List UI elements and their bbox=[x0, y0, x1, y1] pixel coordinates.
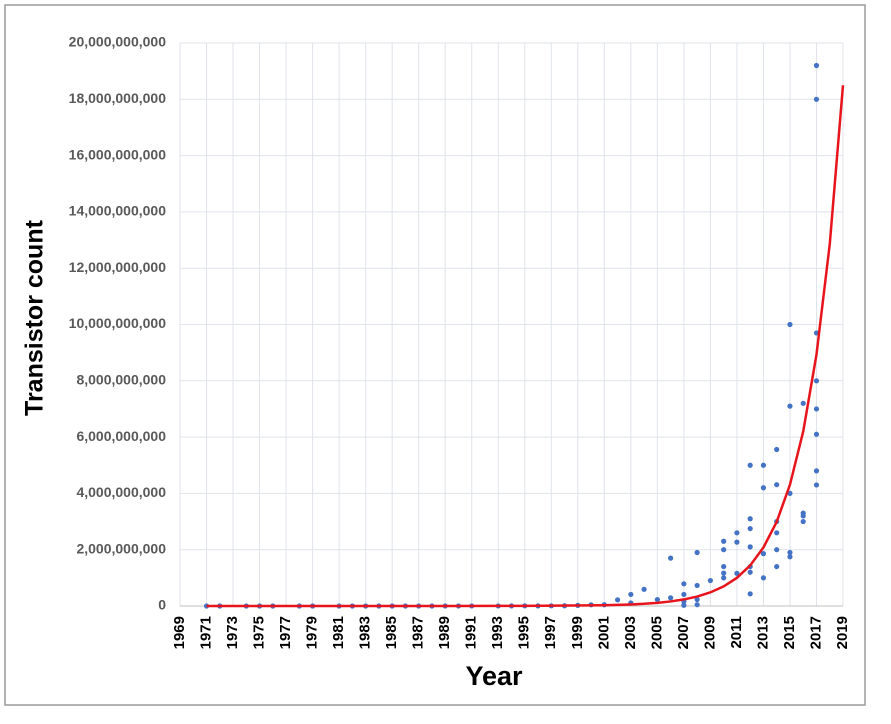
data-point bbox=[203, 603, 210, 609]
data-point bbox=[734, 530, 740, 536]
data-point bbox=[668, 595, 674, 601]
data-point bbox=[668, 555, 674, 561]
data-point bbox=[760, 485, 767, 491]
data-point bbox=[813, 431, 820, 437]
x-tick-label: 1975 bbox=[251, 616, 268, 649]
data-point bbox=[800, 518, 806, 525]
x-tick-label: 1999 bbox=[569, 616, 586, 649]
data-point bbox=[760, 551, 767, 557]
data-point bbox=[721, 563, 727, 570]
y-tick-label: 14,000,000,000 bbox=[69, 203, 167, 219]
y-tick-label: 12,000,000,000 bbox=[69, 259, 167, 275]
x-tick-label: 1983 bbox=[357, 616, 374, 649]
data-point bbox=[694, 582, 700, 589]
x-tick-label: 2017 bbox=[807, 616, 824, 649]
data-point bbox=[721, 547, 727, 553]
data-point bbox=[760, 575, 767, 581]
data-point bbox=[747, 591, 753, 597]
x-tick-label: 1981 bbox=[330, 616, 347, 649]
x-tick-label: 2007 bbox=[675, 616, 692, 649]
data-point bbox=[734, 570, 740, 576]
data-point bbox=[614, 597, 621, 603]
data-point bbox=[774, 530, 780, 536]
data-point bbox=[747, 569, 753, 575]
data-point bbox=[681, 591, 687, 598]
data-point bbox=[774, 547, 780, 553]
y-tick-label: 2,000,000,000 bbox=[76, 540, 166, 556]
x-tick-label: 1969 bbox=[171, 616, 188, 649]
x-tick-label: 1997 bbox=[542, 616, 559, 649]
data-point bbox=[747, 462, 753, 468]
y-tick-label: 10,000,000,000 bbox=[69, 315, 167, 331]
x-tick-label: 1989 bbox=[436, 616, 453, 649]
data-point bbox=[694, 549, 700, 556]
data-point bbox=[787, 490, 793, 496]
data-point bbox=[721, 538, 727, 544]
x-tick-label: 2009 bbox=[701, 616, 718, 649]
x-tick-label: 2003 bbox=[622, 616, 639, 649]
x-tick-label: 1985 bbox=[383, 616, 400, 649]
x-tick-label: 1995 bbox=[516, 616, 533, 649]
data-point bbox=[734, 539, 740, 545]
data-point bbox=[747, 525, 753, 532]
data-point bbox=[654, 596, 660, 603]
x-tick-label: 2015 bbox=[781, 616, 798, 649]
data-point bbox=[694, 602, 700, 608]
x-tick-label: 2001 bbox=[595, 616, 612, 649]
data-point bbox=[800, 400, 806, 406]
x-tick-label: 2013 bbox=[754, 616, 771, 649]
x-tick-label: 1991 bbox=[463, 616, 480, 649]
y-tick-label: 20,000,000,000 bbox=[69, 34, 167, 50]
data-point bbox=[813, 468, 820, 474]
data-point bbox=[681, 581, 687, 587]
data-point bbox=[813, 378, 820, 384]
y-tick-label: 8,000,000,000 bbox=[76, 372, 166, 388]
y-tick-label: 18,000,000,000 bbox=[69, 90, 167, 106]
frame bbox=[4, 4, 866, 706]
x-axis-title: Year bbox=[465, 661, 523, 691]
x-tick-label: 2011 bbox=[728, 616, 745, 649]
data-point bbox=[721, 575, 727, 581]
y-tick-label: 16,000,000,000 bbox=[69, 146, 167, 162]
data-point bbox=[774, 482, 780, 488]
data-point bbox=[707, 577, 714, 584]
data-point bbox=[774, 446, 780, 453]
data-point bbox=[813, 406, 820, 412]
x-tick-label: 1973 bbox=[224, 616, 241, 649]
y-axis-title: Transistor count bbox=[21, 219, 49, 416]
y-tick-label: 6,000,000,000 bbox=[76, 428, 166, 444]
x-tick-label: 1993 bbox=[489, 616, 506, 649]
data-point bbox=[787, 403, 793, 409]
data-point bbox=[787, 549, 793, 556]
plot: 0 2,000,000,000 4,000,000,000 6,000,000,000… bbox=[69, 34, 851, 650]
data-point bbox=[628, 591, 634, 598]
data-point bbox=[747, 544, 753, 550]
data-point bbox=[641, 586, 647, 592]
x-tick-label: 2005 bbox=[648, 616, 665, 649]
data-point bbox=[813, 96, 820, 102]
y-tick-label: 4,000,000,000 bbox=[76, 484, 166, 500]
x-tick-label: 1979 bbox=[304, 616, 321, 649]
data-point bbox=[813, 482, 820, 488]
data-point bbox=[747, 516, 753, 522]
data-point bbox=[774, 563, 780, 570]
trend-line bbox=[206, 85, 845, 608]
data-point bbox=[681, 602, 687, 608]
data-point bbox=[800, 513, 806, 519]
data-point bbox=[760, 462, 767, 468]
data-point bbox=[813, 62, 820, 69]
data-point bbox=[694, 596, 700, 603]
x-tick-label: 1977 bbox=[277, 616, 294, 649]
data-point bbox=[721, 570, 727, 576]
x-tick-label: 2019 bbox=[834, 616, 851, 649]
y-tick-label: 0 bbox=[158, 597, 166, 613]
x-tick-label: 1987 bbox=[410, 616, 427, 649]
data-point bbox=[787, 321, 793, 328]
data-point bbox=[787, 554, 793, 560]
x-tick-label: 1971 bbox=[197, 616, 214, 649]
